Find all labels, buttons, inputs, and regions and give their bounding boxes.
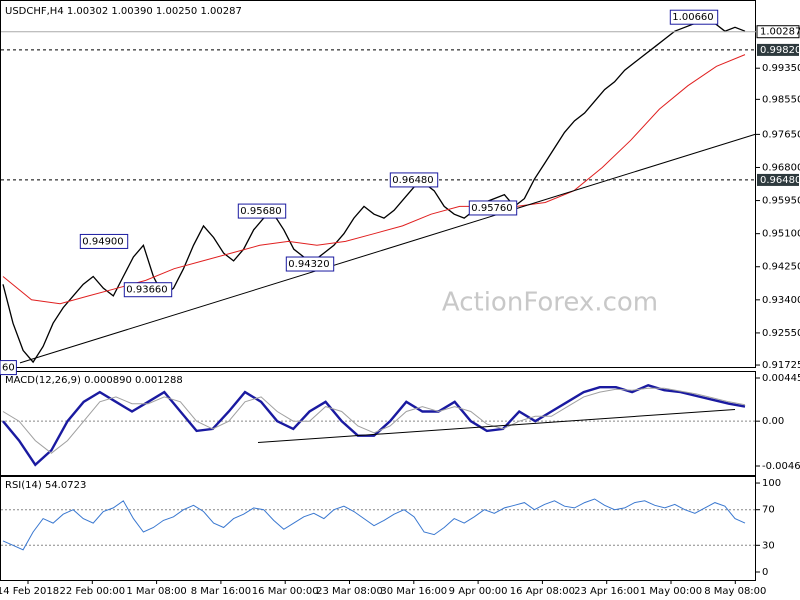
x-tick-label: 1 Mar 08:00	[126, 586, 186, 597]
macd-title: MACD(12,26,9) 0.000890 0.001288	[5, 375, 183, 386]
x-tick-label: 8 Mar 16:00	[191, 586, 251, 597]
x-tick-label: 9 Apr 00:00	[449, 586, 508, 597]
series-line	[2, 387, 746, 454]
y-tick-label: 0.92550	[762, 328, 800, 339]
annotation-label: 0.95680	[240, 206, 281, 217]
annotation-box	[123, 282, 173, 298]
current-label: 1.00287	[760, 27, 800, 38]
y-tick-label: 0.94250	[762, 262, 800, 273]
annotation-box	[669, 9, 719, 25]
series-line	[19, 133, 756, 364]
y-tick-label: -0.004624	[762, 461, 800, 472]
annotation-label: 0.94320	[288, 259, 329, 270]
y-tick-label: 30	[762, 540, 775, 551]
price-label: 0.96480	[760, 175, 800, 186]
x-tick-label: 16 Apr 08:00	[510, 586, 575, 597]
y-tick-label: 0.97650	[762, 129, 800, 140]
x-tick-label: 23 Apr 16:00	[574, 586, 639, 597]
y-tick-label: 0.91725	[762, 360, 800, 371]
annotation-label: 60	[2, 363, 15, 374]
x-tick-label: 1 May 00:00	[640, 586, 702, 597]
current-box	[756, 25, 800, 39]
series-line	[2, 384, 746, 467]
macd-panel	[0, 371, 756, 476]
annotation-label: 1.00660	[672, 12, 713, 23]
y-tick-label: 0.98550	[762, 94, 800, 105]
price-label: 0.99820	[760, 45, 800, 56]
x-tick-label: 14 Feb 2018	[0, 586, 59, 597]
annotation-label: 0.94900	[82, 236, 123, 247]
y-tick-label: 0.93400	[762, 295, 800, 306]
price-title: USDCHF,H4 1.00302 1.00390 1.00250 1.0028…	[5, 6, 242, 17]
x-tick-label: 23 Mar 08:00	[316, 586, 383, 597]
series-line	[2, 18, 746, 364]
annotation-label: 0.96480	[392, 175, 433, 186]
x-tick-label: 8 May 08:00	[704, 586, 766, 597]
series-line	[2, 498, 746, 551]
annotation-box	[285, 256, 335, 272]
x-tick-label: 22 Feb 00:00	[59, 586, 125, 597]
y-tick-label: 0.99350	[762, 63, 800, 74]
y-tick-label: 0	[762, 567, 768, 578]
y-tick-label: 70	[762, 505, 775, 516]
annotation-label: 0.93660	[126, 285, 167, 296]
annotation-box	[79, 233, 129, 249]
price-panel	[0, 0, 756, 368]
price-label-box	[757, 173, 799, 186]
rsi-panel	[0, 476, 756, 581]
rsi-title: RSI(14) 54.0723	[5, 480, 86, 491]
y-tick-label: 0.96800	[762, 162, 800, 173]
annotation-box	[0, 360, 17, 376]
annotation-box	[237, 203, 287, 219]
annotation-box	[468, 200, 518, 216]
y-tick-label: 100	[762, 478, 781, 489]
y-tick-label: 0.00	[762, 416, 784, 427]
series-line	[257, 409, 736, 443]
x-tick-label: 30 Mar 16:00	[380, 586, 447, 597]
x-tick-label: 16 Mar 00:00	[252, 586, 319, 597]
annotation-label: 0.95760	[471, 203, 512, 214]
watermark: ActionForex.com	[442, 288, 658, 318]
annotation-box	[389, 172, 439, 188]
y-tick-label: 0.95950	[762, 196, 800, 207]
y-tick-label: 0.004454	[762, 373, 800, 384]
price-label-box	[757, 43, 799, 56]
y-tick-label: 0.95100	[762, 229, 800, 240]
